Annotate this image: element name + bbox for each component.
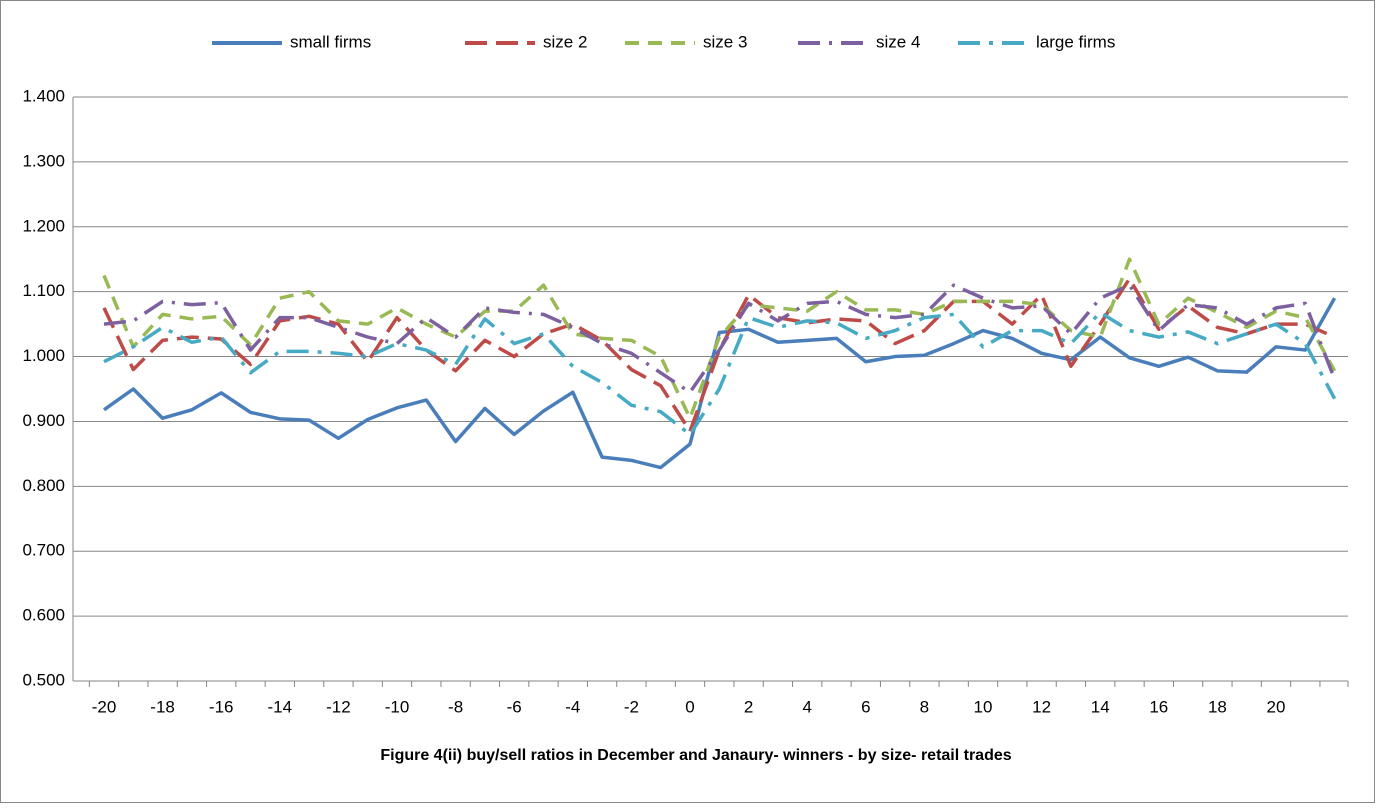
x-tick-label: 12 — [1032, 697, 1051, 716]
y-tick-label: 1.000 — [22, 346, 65, 365]
legend-label: size 2 — [543, 32, 587, 51]
x-tick-label: 6 — [861, 697, 870, 716]
legend-label: size 3 — [703, 32, 747, 51]
x-tick-label: -16 — [209, 697, 234, 716]
y-tick-label: 0.700 — [22, 541, 65, 560]
series-line — [103, 310, 1337, 437]
x-tick-label: -6 — [507, 697, 522, 716]
x-tick-label: 4 — [802, 697, 811, 716]
x-tick-label: 10 — [974, 697, 993, 716]
legend-label: size 4 — [876, 32, 920, 51]
x-tick-label: -8 — [448, 697, 463, 716]
y-tick-label: 0.600 — [22, 606, 65, 625]
chart-title: Figure 4(ii) buy/sell ratios in December… — [380, 747, 1011, 764]
y-tick-label: 0.800 — [22, 476, 65, 495]
x-tick-label: 14 — [1091, 697, 1110, 716]
y-tick-label: 1.100 — [22, 281, 65, 300]
x-tick-label: 20 — [1267, 697, 1286, 716]
x-tick-label: 16 — [1149, 697, 1168, 716]
series-line — [102, 276, 1336, 433]
series-line — [102, 257, 1337, 420]
x-tick-label: -4 — [565, 697, 580, 716]
x-tick-label: -18 — [150, 697, 175, 716]
x-tick-label: -20 — [92, 697, 117, 716]
x-tick-label: 18 — [1208, 697, 1227, 716]
series-line — [103, 283, 1337, 394]
y-tick-label: 0.500 — [22, 670, 65, 689]
x-tick-label: 8 — [920, 697, 929, 716]
x-tick-label: -14 — [268, 697, 293, 716]
series-line — [102, 297, 1337, 470]
y-tick-label: 0.900 — [22, 411, 65, 430]
legend-label: small firms — [290, 32, 371, 51]
x-tick-label: -2 — [624, 697, 639, 716]
y-tick-label: 1.300 — [22, 151, 65, 170]
x-tick-label: -12 — [326, 697, 351, 716]
legend-label: large firms — [1036, 32, 1115, 51]
x-tick-label: -10 — [385, 697, 410, 716]
y-tick-label: 1.200 — [22, 216, 65, 235]
x-tick-label: 0 — [685, 697, 694, 716]
y-tick-label: 1.400 — [22, 86, 65, 105]
x-tick-label: 2 — [744, 697, 753, 716]
